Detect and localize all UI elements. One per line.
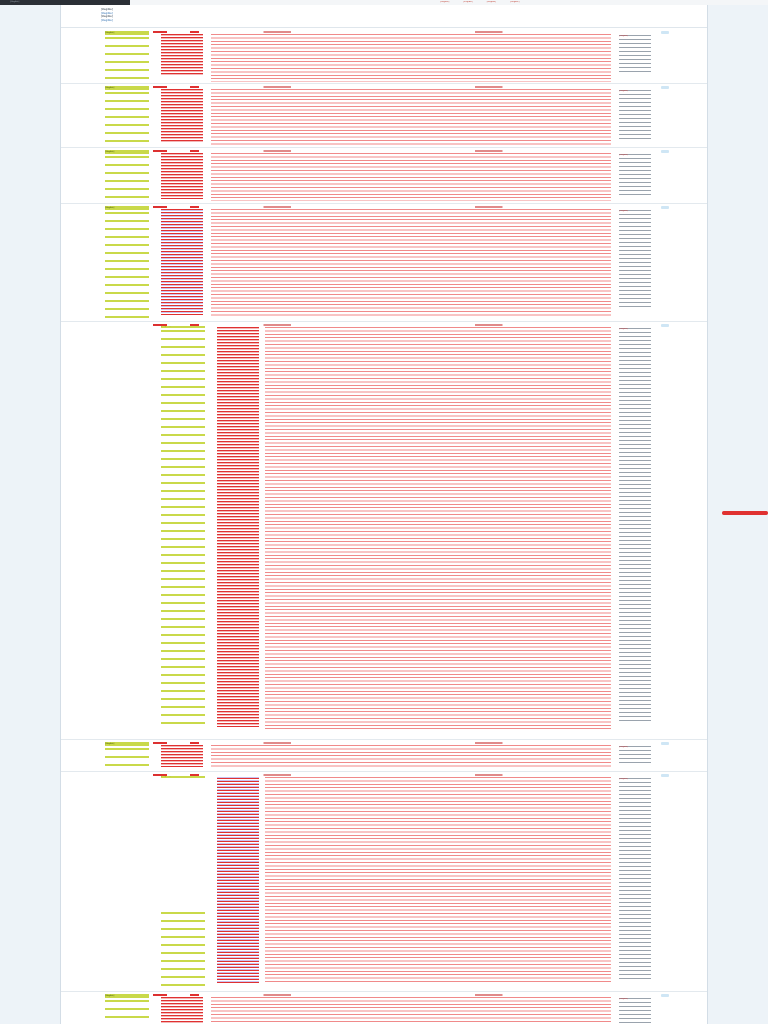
list-item[interactable]: [illegible] [illegible] [illegible] xyxy=(61,992,707,1024)
nav-row[interactable]: [illegible] xyxy=(101,8,113,11)
item-thumbnail[interactable] xyxy=(161,153,203,199)
item-thumbnail[interactable] xyxy=(161,997,203,1024)
item-title[interactable]: [illegible] xyxy=(153,742,613,744)
item-title[interactable]: [illegible] xyxy=(153,31,613,33)
item-badge[interactable] xyxy=(661,742,669,745)
item-badge[interactable] xyxy=(661,86,669,89)
item-badge[interactable] xyxy=(661,324,669,327)
nav-row[interactable]: [illegible] xyxy=(101,18,113,22)
item-badge[interactable] xyxy=(661,31,669,34)
item-title[interactable]: [illegible] xyxy=(153,324,613,326)
item-side-info: [illegible] xyxy=(619,998,651,1024)
list-item[interactable]: [illegible] [illegible] [illegible] xyxy=(61,772,707,992)
meta-column xyxy=(105,37,149,79)
top-link[interactable]: [illegible] xyxy=(486,1,497,3)
item-badge[interactable] xyxy=(661,994,669,997)
item-text xyxy=(211,34,611,82)
header-nav: [illegible] [illegible] [illegible] [ill… xyxy=(101,8,661,26)
item-side-info: [illegible] xyxy=(619,90,651,140)
list-item[interactable]: [illegible] [illegible] [illegible] xyxy=(61,740,707,772)
item-meta: [illegible] xyxy=(161,774,205,778)
list-item[interactable]: [illegible] [illegible] [illegible] xyxy=(61,204,707,322)
item-title[interactable]: [illegible] xyxy=(153,86,613,88)
nav-row[interactable]: [illegible] xyxy=(101,11,113,15)
header-divider xyxy=(61,27,707,28)
meta-column xyxy=(105,156,149,200)
list-item[interactable]: [illegible] [illegible] [illegible] xyxy=(61,29,707,84)
meta-column xyxy=(105,92,149,144)
item-thumbnail[interactable] xyxy=(161,89,203,143)
list-item[interactable]: [illegible] [illegible] [illegible] xyxy=(61,322,707,740)
meta-column xyxy=(105,748,149,768)
page-container: [illegible] [illegible] [illegible] [ill… xyxy=(60,5,708,1024)
item-title[interactable]: [illegible] xyxy=(153,774,613,776)
top-link[interactable]: [illegible] xyxy=(510,1,520,3)
item-meta: [illegible] xyxy=(105,994,149,998)
item-meta: [illegible] xyxy=(105,150,149,154)
item-badge[interactable] xyxy=(661,150,669,153)
item-side-info: [illegible] xyxy=(619,35,651,75)
item-badge[interactable] xyxy=(661,206,669,209)
nav-row[interactable]: [illegible] xyxy=(101,15,113,18)
item-thumbnail[interactable] xyxy=(217,777,259,983)
meta-column xyxy=(105,212,149,318)
item-thumbnail[interactable] xyxy=(161,745,203,767)
top-link[interactable]: [illegible] xyxy=(440,1,450,3)
item-title[interactable]: [illegible] xyxy=(153,994,613,996)
post-list: [illegible] [illegible] [illegible] [ill… xyxy=(61,29,707,1024)
list-item[interactable]: [illegible] [illegible] [illegible] xyxy=(61,84,707,148)
item-meta: [illegible] xyxy=(161,324,205,328)
top-bar-title[interactable]: [illegible] xyxy=(0,0,130,5)
meta-column xyxy=(105,1000,149,1024)
item-text xyxy=(265,777,611,983)
item-text xyxy=(211,209,611,317)
item-text xyxy=(211,153,611,201)
item-text xyxy=(211,89,611,145)
item-title[interactable]: [illegible] xyxy=(153,206,613,208)
item-thumbnail[interactable] xyxy=(217,327,259,727)
item-side-info: [illegible] xyxy=(619,210,651,310)
item-meta: [illegible] xyxy=(105,742,149,746)
item-meta: [illegible] xyxy=(105,86,149,90)
item-meta: [illegible] xyxy=(105,31,149,35)
item-text xyxy=(211,997,611,1024)
item-title[interactable]: [illegible] xyxy=(153,150,613,152)
meta-column xyxy=(161,912,205,988)
list-item[interactable]: [illegible] [illegible] [illegible] xyxy=(61,148,707,204)
item-meta: [illegible] xyxy=(105,206,149,210)
item-thumbnail[interactable] xyxy=(161,209,203,315)
item-thumbnail[interactable] xyxy=(161,34,203,76)
item-text xyxy=(265,327,611,731)
top-link[interactable]: [illegible] xyxy=(463,1,473,3)
item-text xyxy=(211,745,611,769)
item-side-info: [illegible] xyxy=(619,778,651,982)
scroll-position-marker[interactable] xyxy=(722,511,768,515)
meta-column xyxy=(161,330,205,730)
item-badge[interactable] xyxy=(661,774,669,777)
item-side-info: [illegible] xyxy=(619,746,651,766)
item-side-info: [illegible] xyxy=(619,154,651,198)
item-side-info: [illegible] xyxy=(619,328,651,724)
top-bar-links: [illegible] [illegible] [illegible] [ill… xyxy=(440,1,760,4)
top-bar: [illegible] [illegible] [illegible] [ill… xyxy=(0,0,768,5)
